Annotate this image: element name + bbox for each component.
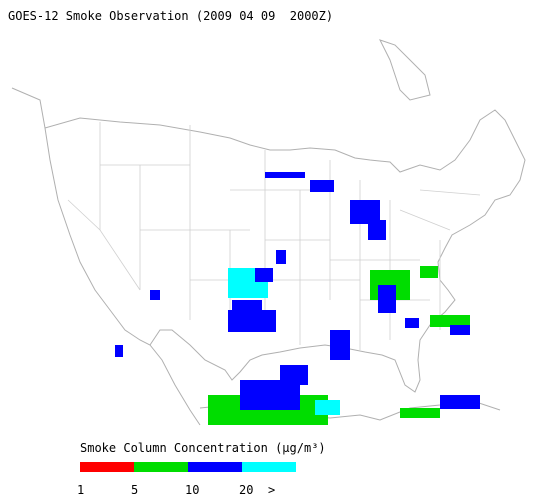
smoke-patch bbox=[450, 325, 470, 335]
legend-swatch bbox=[80, 462, 134, 472]
smoke-patch bbox=[150, 290, 160, 300]
smoke-patch bbox=[280, 365, 308, 385]
smoke-patch bbox=[115, 345, 123, 357]
smoke-patch bbox=[276, 250, 286, 264]
legend-label: 20 bbox=[239, 483, 253, 497]
legend-labels: 1 5 10 20 > bbox=[77, 483, 275, 497]
smoke-patch bbox=[228, 310, 276, 332]
legend-label: 1 bbox=[77, 483, 84, 497]
legend-label: > bbox=[268, 483, 275, 497]
smoke-patch bbox=[310, 180, 334, 192]
smoke-patch bbox=[232, 300, 262, 312]
legend-colorbar bbox=[80, 462, 296, 472]
legend-swatch bbox=[188, 462, 242, 472]
title: GOES-12 Smoke Observation (2009 04 09 20… bbox=[8, 9, 333, 23]
smoke-patch bbox=[265, 172, 305, 178]
coastline bbox=[11, 39, 526, 426]
smoke-patches bbox=[115, 172, 480, 425]
smoke-patch bbox=[405, 318, 419, 328]
smoke-patch bbox=[255, 268, 273, 282]
legend-swatch bbox=[134, 462, 188, 472]
legend-swatch bbox=[242, 462, 296, 472]
smoke-patch bbox=[430, 315, 470, 327]
smoke-patch bbox=[440, 395, 480, 409]
smoke-patch bbox=[420, 266, 438, 278]
smoke-patch bbox=[330, 330, 350, 360]
legend-label: 10 bbox=[185, 483, 199, 497]
smoke-patch bbox=[378, 285, 396, 313]
legend-label: 5 bbox=[131, 483, 138, 497]
smoke-patch bbox=[368, 220, 386, 240]
legend-title: Smoke Column Concentration (μg/m³) bbox=[80, 441, 326, 455]
smoke-patch bbox=[400, 408, 440, 418]
smoke-patch bbox=[315, 400, 340, 415]
base-map bbox=[11, 39, 526, 426]
